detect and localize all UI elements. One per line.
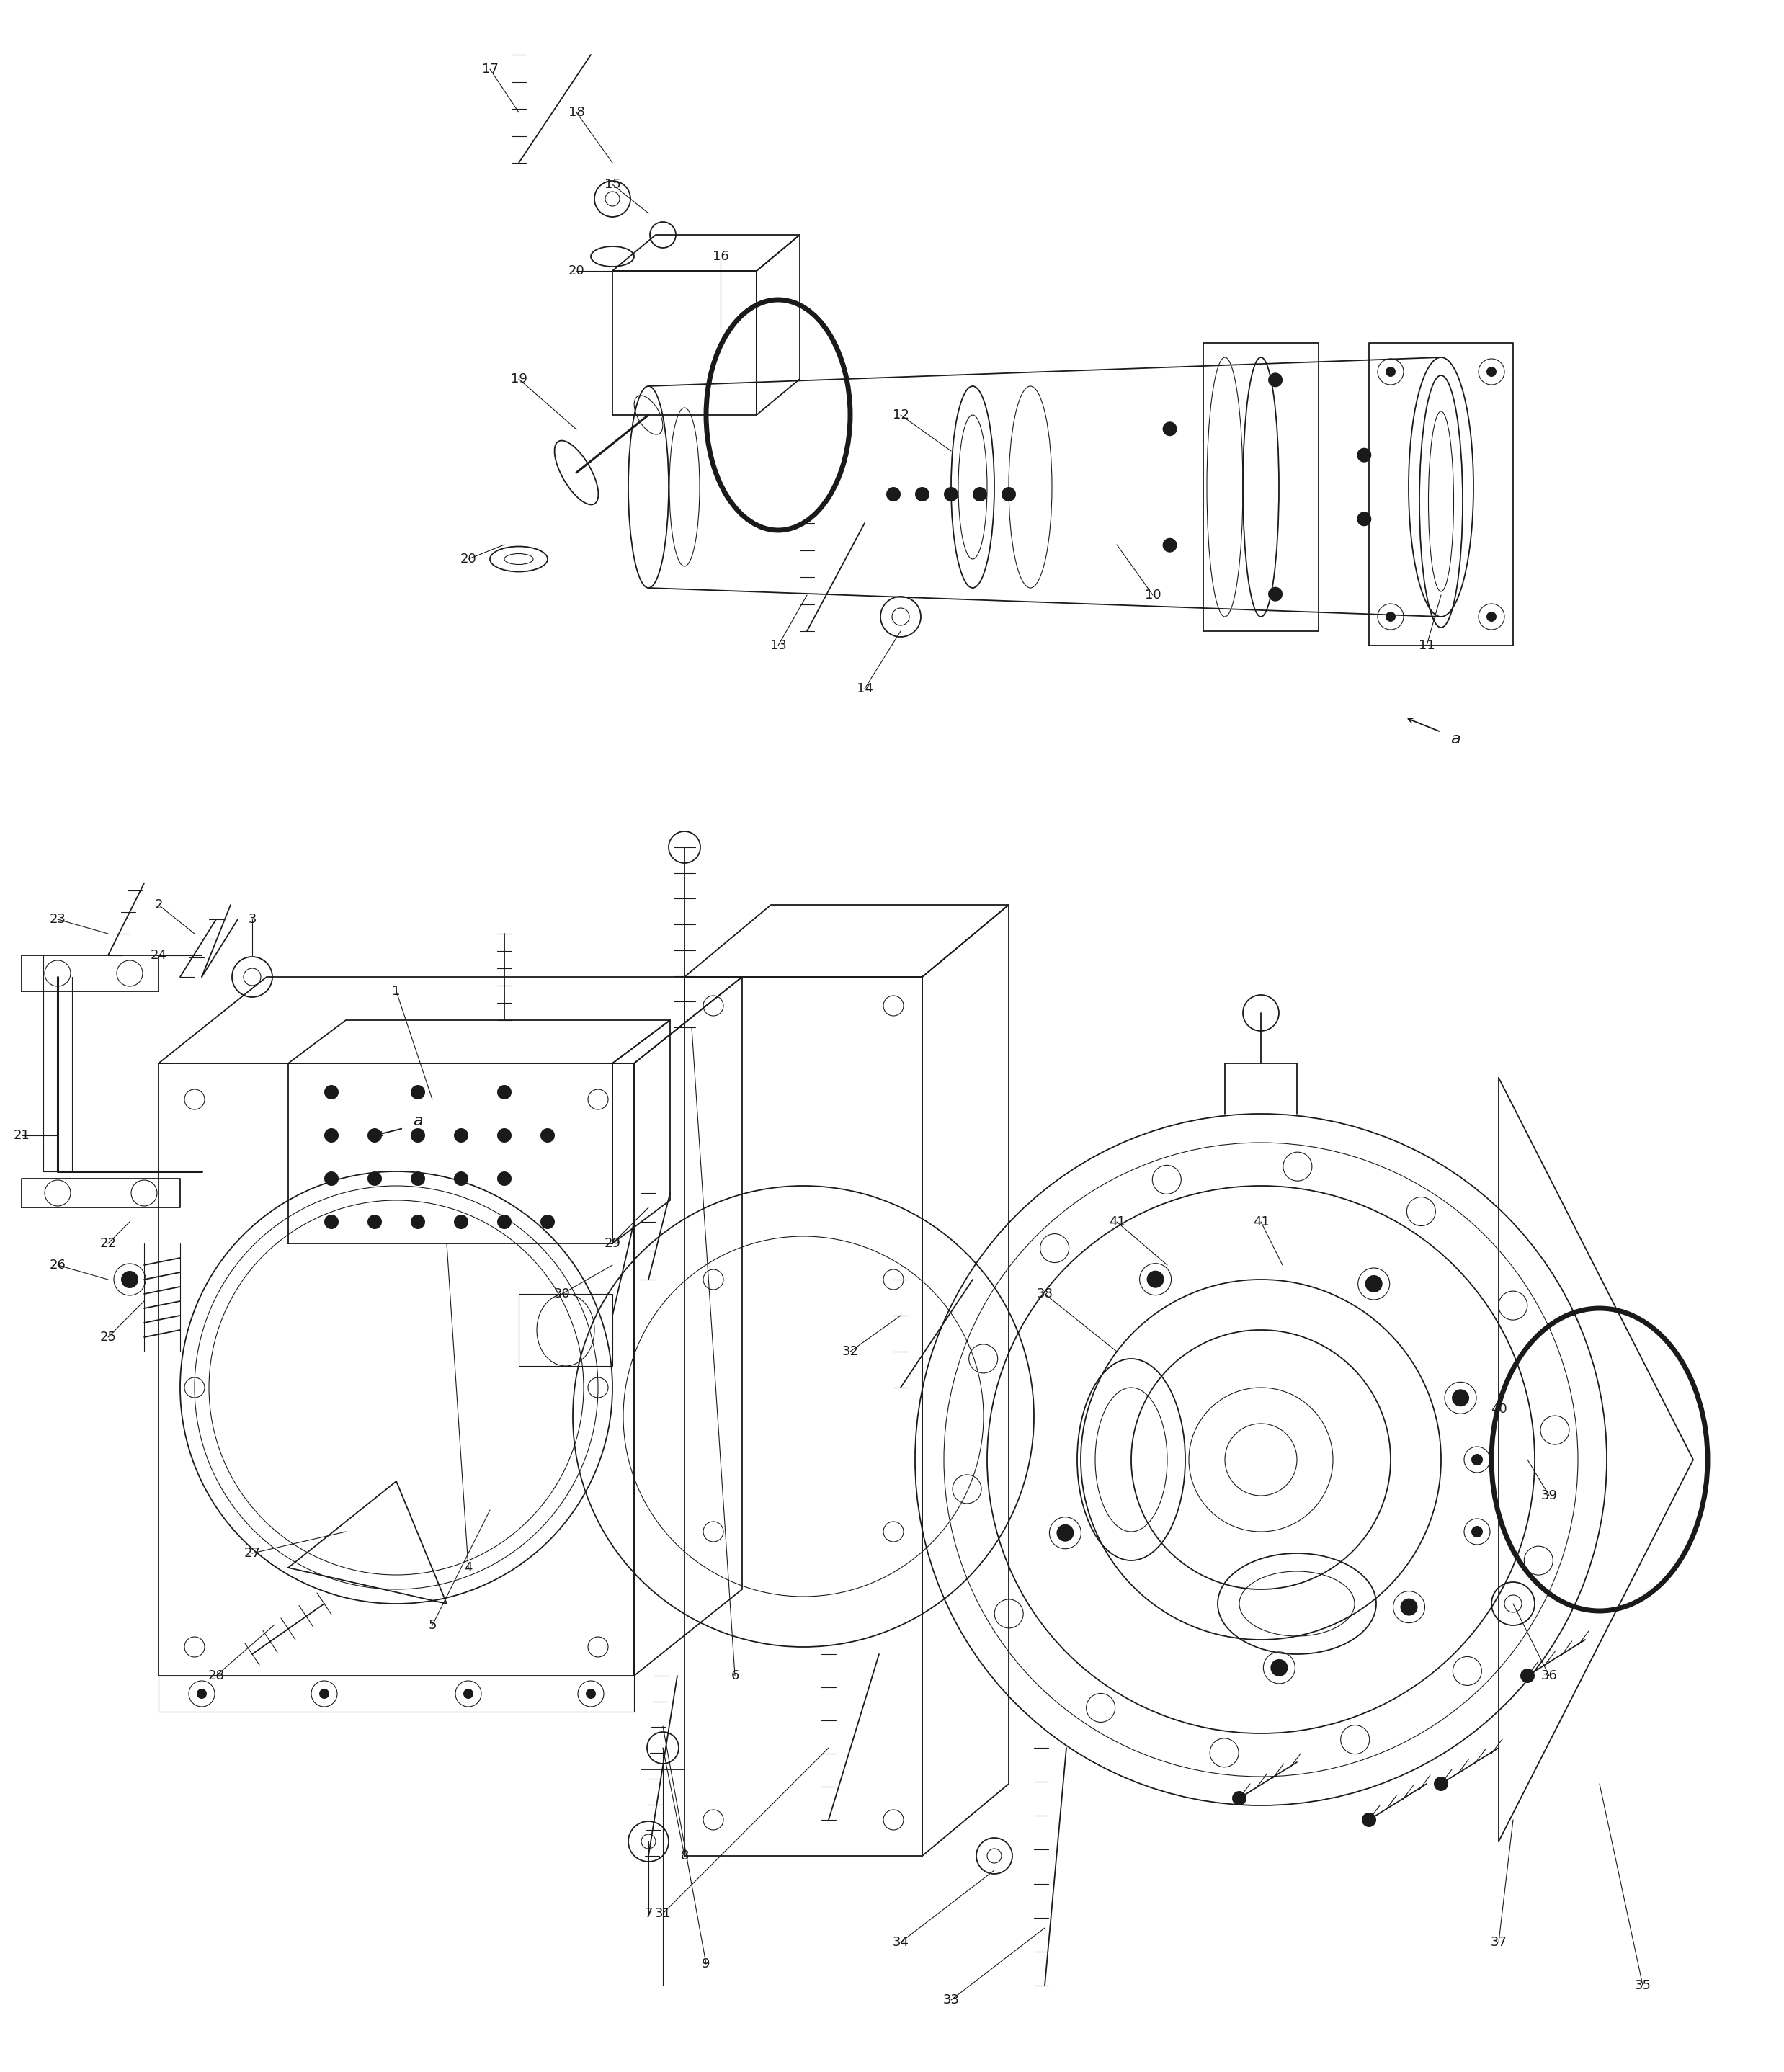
Circle shape [1452,1388,1470,1407]
Circle shape [1163,539,1177,553]
Circle shape [585,1689,596,1699]
Text: a: a [412,1115,423,1129]
Bar [519,1293,612,1365]
Circle shape [1358,448,1372,462]
Text: 11: 11 [1418,638,1434,653]
Circle shape [368,1129,382,1142]
Text: 14: 14 [856,682,872,696]
Circle shape [325,1129,339,1142]
Text: 37: 37 [1490,1935,1507,1950]
Circle shape [1233,1790,1247,1805]
Text: 40: 40 [1490,1403,1507,1415]
Circle shape [944,487,958,501]
Circle shape [196,1689,207,1699]
Text: 31: 31 [655,1906,671,1921]
Circle shape [1163,423,1177,435]
Circle shape [319,1689,330,1699]
Text: 9: 9 [701,1958,710,1970]
Text: 33: 33 [942,1993,960,2006]
Circle shape [410,1086,425,1100]
Circle shape [1486,611,1497,622]
Text: 24: 24 [150,949,166,961]
Text: 23: 23 [50,914,66,926]
Text: 8: 8 [680,1850,689,1863]
Circle shape [1434,1776,1449,1790]
Text: 20: 20 [569,265,585,278]
Text: 41: 41 [1108,1216,1126,1229]
Text: 17: 17 [482,62,498,77]
Circle shape [368,1214,382,1229]
Circle shape [1386,367,1395,377]
Text: 10: 10 [1145,588,1161,601]
Text: 5: 5 [428,1618,437,1633]
Circle shape [498,1171,512,1185]
Circle shape [368,1171,382,1185]
Circle shape [410,1129,425,1142]
Circle shape [541,1214,555,1229]
Circle shape [1001,487,1015,501]
Text: 13: 13 [771,638,787,653]
Circle shape [410,1171,425,1185]
Circle shape [464,1689,473,1699]
Circle shape [1268,373,1283,387]
Circle shape [498,1214,512,1229]
Text: 25: 25 [100,1330,116,1343]
Text: 28: 28 [209,1670,225,1682]
Text: 32: 32 [842,1345,858,1357]
Text: 18: 18 [569,106,585,118]
Text: 16: 16 [712,251,728,263]
Text: 30: 30 [553,1287,571,1301]
Circle shape [1486,367,1497,377]
Circle shape [1365,1274,1383,1293]
Circle shape [541,1129,555,1142]
Circle shape [1472,1455,1483,1465]
Text: 39: 39 [1541,1490,1557,1502]
Circle shape [972,487,987,501]
Circle shape [325,1171,339,1185]
Text: 20: 20 [460,553,476,566]
Circle shape [1400,1598,1418,1616]
Text: 4: 4 [464,1560,473,1575]
Circle shape [1472,1525,1483,1537]
Circle shape [325,1086,339,1100]
Circle shape [498,1129,512,1142]
Text: 22: 22 [100,1237,116,1249]
Circle shape [1270,1660,1288,1676]
Text: 26: 26 [50,1258,66,1272]
Text: 27: 27 [244,1548,260,1560]
Text: 35: 35 [1634,1979,1650,1991]
Circle shape [1056,1525,1074,1542]
Circle shape [453,1214,469,1229]
Text: 36: 36 [1541,1670,1557,1682]
Circle shape [453,1171,469,1185]
Circle shape [1147,1270,1165,1289]
Text: a: a [1450,731,1461,746]
Circle shape [325,1214,339,1229]
Text: 1: 1 [392,984,400,999]
Text: 12: 12 [892,408,908,421]
Text: 19: 19 [510,373,526,385]
Circle shape [1386,611,1395,622]
Text: 6: 6 [731,1670,739,1682]
Text: 21: 21 [12,1129,30,1142]
Circle shape [121,1270,139,1289]
Circle shape [1361,1813,1375,1828]
Circle shape [410,1214,425,1229]
Text: 29: 29 [605,1237,621,1249]
Circle shape [1358,512,1372,526]
Circle shape [915,487,929,501]
Circle shape [453,1129,469,1142]
Text: 15: 15 [605,178,621,191]
Circle shape [1520,1668,1534,1682]
Text: 41: 41 [1252,1216,1268,1229]
Circle shape [498,1086,512,1100]
Text: 7: 7 [644,1906,653,1921]
Text: 2: 2 [155,899,162,912]
Text: 3: 3 [248,914,257,926]
Circle shape [887,487,901,501]
Circle shape [1268,586,1283,601]
Text: 38: 38 [1037,1287,1053,1301]
Text: 34: 34 [892,1935,908,1950]
